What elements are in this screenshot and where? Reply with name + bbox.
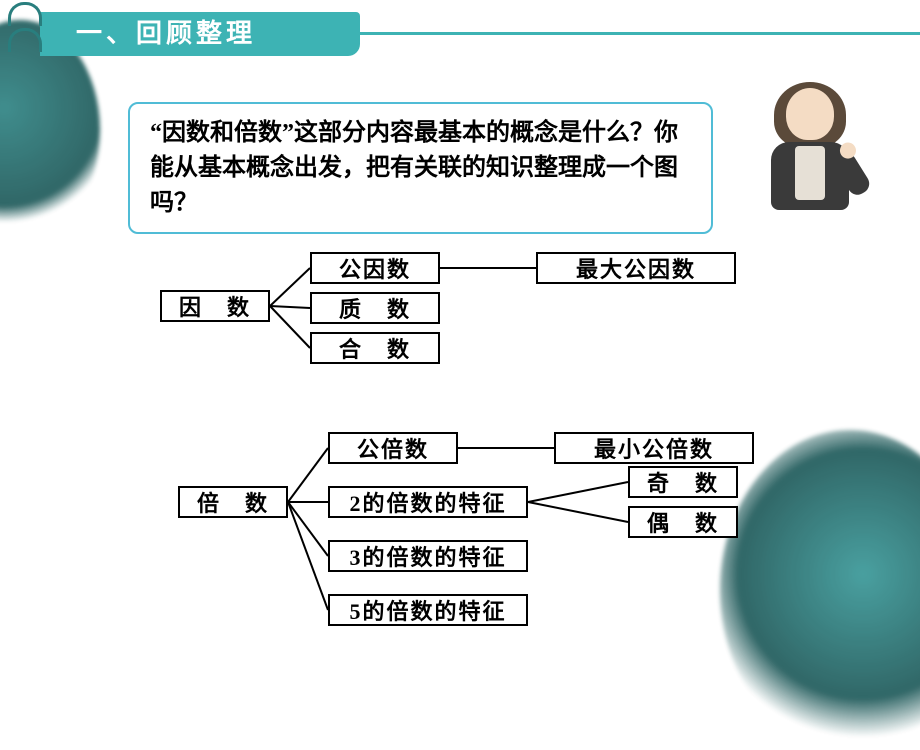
- node-mult5: 5的倍数的特征: [328, 594, 528, 626]
- node-multiple: 倍 数: [178, 486, 288, 518]
- node-mult2: 2的倍数的特征: [328, 486, 528, 518]
- spiral-binding-icon: [8, 28, 42, 52]
- node-cmultiple: 公倍数: [328, 432, 458, 464]
- header: 一、回顾整理: [0, 12, 920, 60]
- speech-bubble: “因数和倍数”这部分内容最基本的概念是什么？你能从基本概念出发，把有关联的知识整…: [128, 102, 713, 234]
- speech-text: “因数和倍数”这部分内容最基本的概念是什么？你能从基本概念出发，把有关联的知识整…: [150, 116, 691, 220]
- teacher-head: [786, 88, 834, 140]
- edge-multiple-mult5: [288, 502, 328, 610]
- spiral-binding-icon: [8, 2, 42, 26]
- teacher-illustration: [750, 88, 870, 238]
- edge-multiple-cmultiple: [288, 448, 328, 502]
- node-factor: 因 数: [160, 290, 270, 322]
- edge-factor-prime: [270, 306, 310, 308]
- node-odd: 奇 数: [628, 466, 738, 498]
- node-prime: 质 数: [310, 292, 440, 324]
- node-mult3: 3的倍数的特征: [328, 540, 528, 572]
- header-underline: [360, 32, 920, 35]
- edge-mult2-odd: [528, 482, 628, 502]
- edge-factor-cfactor: [270, 268, 310, 306]
- teacher-hand: [837, 140, 859, 162]
- node-lcm: 最小公倍数: [554, 432, 754, 464]
- node-even: 偶 数: [628, 506, 738, 538]
- edge-mult2-even: [528, 502, 628, 522]
- node-cfactor: 公因数: [310, 252, 440, 284]
- section-title: 一、回顾整理: [40, 12, 360, 56]
- teacher-arm: [831, 150, 873, 199]
- edge-factor-composite: [270, 306, 310, 348]
- bg-ink-right: [720, 430, 920, 750]
- teacher-hair: [774, 82, 846, 148]
- edge-multiple-mult3: [288, 502, 328, 556]
- teacher-shirt: [795, 146, 825, 200]
- node-composite: 合 数: [310, 332, 440, 364]
- teacher-body: [771, 142, 849, 210]
- node-gcf: 最大公因数: [536, 252, 736, 284]
